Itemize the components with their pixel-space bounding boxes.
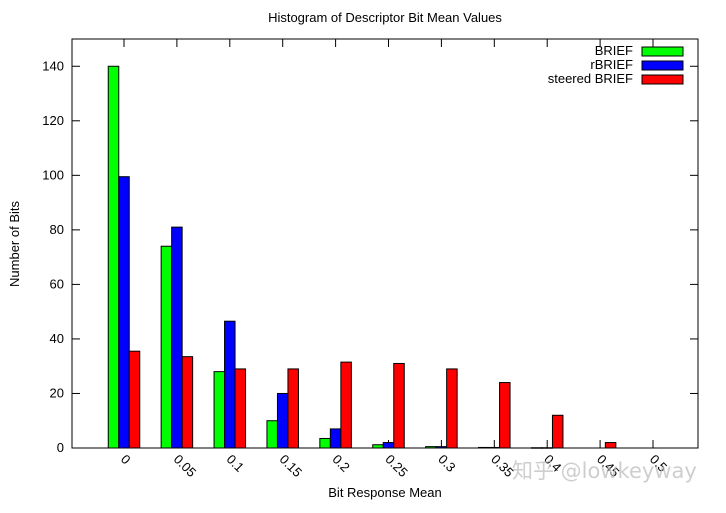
x-tick-label: 0.1 — [224, 452, 247, 475]
bar-rbrief — [329, 428, 342, 449]
legend-label: BRIEF — [595, 43, 633, 58]
legend-swatch — [641, 60, 684, 71]
legend-label: steered BRIEF — [548, 71, 633, 86]
bar-rbrief — [171, 226, 183, 449]
x-tick-label: 0.05 — [171, 452, 200, 481]
y-tick-label: 140 — [42, 58, 64, 73]
y-tick-label: 20 — [50, 385, 64, 400]
bar-steered-brief — [234, 368, 247, 449]
bar-steered-brief — [393, 362, 405, 449]
legend-label: rBRIEF — [590, 57, 633, 72]
bar-brief — [478, 446, 490, 449]
bar-steered-brief — [128, 350, 141, 449]
bar-steered-brief — [499, 382, 511, 449]
x-tick-label: 0.25 — [382, 452, 411, 481]
bar-brief — [425, 446, 437, 449]
bar-brief — [107, 65, 120, 449]
x-tick-label: 0 — [118, 452, 134, 468]
chart-title: Histogram of Descriptor Bit Mean Values — [268, 10, 502, 25]
x-tick-label: 0.3 — [435, 452, 458, 475]
y-tick-label: 0 — [57, 440, 64, 455]
bar-rbrief — [382, 442, 395, 449]
y-tick-label: 120 — [42, 113, 64, 128]
bar-steered-brief — [446, 368, 458, 449]
bar-steered-brief — [287, 368, 299, 449]
y-tick-label: 40 — [50, 331, 64, 346]
bar-steered-brief — [181, 356, 194, 449]
legend-swatch — [641, 46, 684, 57]
x-axis-label: Bit Response Mean — [328, 485, 441, 500]
bar-rbrief — [488, 446, 501, 449]
bar-brief — [319, 437, 331, 449]
watermark: 知乎 @lowkeyway — [512, 459, 697, 483]
y-tick-label: 60 — [50, 276, 64, 291]
bar-steered-brief — [604, 442, 617, 449]
bar-steered-brief — [340, 361, 352, 449]
y-tick-label: 80 — [50, 222, 64, 237]
y-tick-label: 100 — [42, 167, 64, 182]
legend-swatch — [641, 74, 684, 85]
bar-rbrief — [541, 447, 553, 449]
y-axis: 0 20 40 60 80 100 120 140 — [42, 58, 698, 455]
bar-steered-brief — [551, 414, 564, 449]
bar-rbrief — [276, 392, 289, 449]
bar-brief — [213, 371, 226, 449]
x-tick-label: 0.15 — [277, 452, 306, 481]
bar-brief — [530, 447, 543, 449]
bar-brief — [160, 245, 173, 449]
bars-group — [107, 65, 617, 449]
bar-brief — [266, 420, 278, 449]
bar-rbrief — [118, 176, 130, 449]
y-axis-label: Number of Bits — [7, 201, 22, 287]
x-tick-label: 0.2 — [329, 452, 352, 475]
bar-rbrief — [435, 446, 448, 449]
bar-rbrief — [224, 320, 236, 449]
bar-brief — [372, 444, 384, 449]
